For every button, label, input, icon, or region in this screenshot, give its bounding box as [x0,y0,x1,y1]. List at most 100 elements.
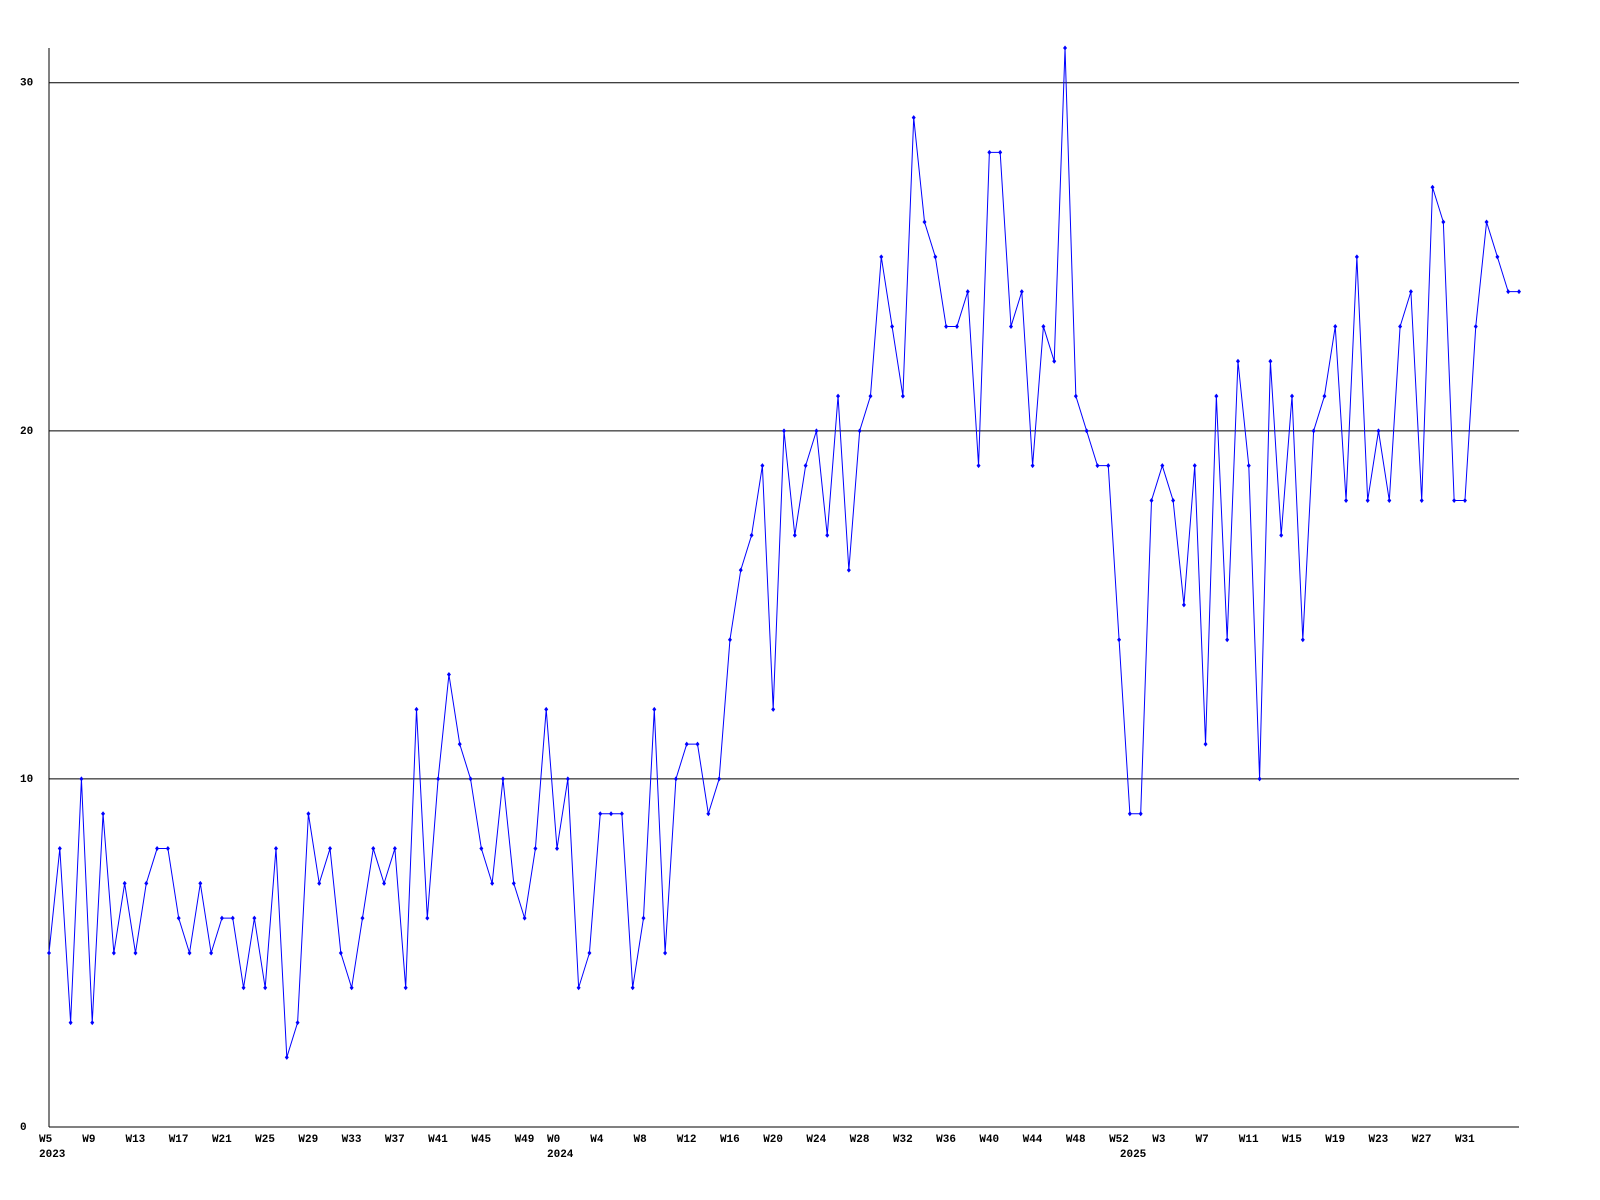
x-tick-label: W25 [255,1134,275,1146]
data-point [446,672,451,678]
data-point [954,323,959,329]
data-point [219,915,224,921]
data-point [846,567,851,573]
data-point [176,915,181,921]
data-point [1160,463,1165,469]
data-point [273,846,278,852]
data-point [284,1054,289,1060]
data-point [360,915,365,921]
x-tick-label: W29 [298,1134,318,1146]
data-point [47,950,51,956]
data-point [771,706,776,712]
data-point [479,846,484,852]
x-tick-label: W15 [1282,1134,1302,1146]
data-point [511,880,516,886]
x-tick-label: W7 [1196,1134,1209,1146]
data-point [555,846,560,852]
data-point [717,776,722,782]
data-point [1344,497,1349,503]
x-tick-label: W28 [850,1134,870,1146]
data-point [1225,637,1230,643]
data-point [338,950,343,956]
x-tick-label: W44 [1023,1134,1043,1146]
y-tick-label: 30 [20,78,33,90]
data-point [803,463,808,469]
x-tick-label: W17 [169,1134,189,1146]
data-point [500,776,505,782]
data-point [1279,532,1284,538]
data-point [1430,184,1435,190]
year-label: 2025 [1120,1149,1147,1161]
data-point [1441,219,1446,225]
data-point [738,567,743,573]
x-tick-label: W49 [515,1134,535,1146]
data-point [1300,637,1305,643]
data-point [673,776,678,782]
data-point [782,428,786,434]
data-point [198,880,203,886]
data-point [1095,463,1100,469]
data-point [727,637,732,643]
data-point [1214,393,1219,399]
x-tick-label: W20 [763,1134,783,1146]
data-point [155,846,160,852]
data-point [1073,393,1078,399]
data-point [944,323,949,329]
data-point [436,776,441,782]
x-tick-label: W52 [1109,1134,1129,1146]
data-point [1019,289,1024,295]
data-point [1419,497,1424,503]
x-tick-label: W33 [342,1134,362,1146]
data-point [263,985,268,991]
x-tick-label: W45 [471,1134,491,1146]
data-point [922,219,927,225]
y-tick-label: 0 [20,1122,27,1134]
data-point [1084,428,1089,434]
x-tick-label: W4 [590,1134,604,1146]
x-tick-label: W11 [1239,1134,1259,1146]
x-tick-label: W31 [1455,1134,1475,1146]
data-point [90,1020,95,1026]
data-point [544,706,549,712]
data-point [1149,497,1154,503]
x-tick-label: W21 [212,1134,232,1146]
data-point [1106,463,1111,469]
data-point [1181,602,1186,608]
x-tick-label: W5 [39,1134,53,1146]
data-point [749,532,754,538]
data-point [1030,463,1035,469]
data-point [1235,358,1240,364]
data-point [1063,45,1068,51]
x-tick-label: W32 [893,1134,913,1146]
x-tick-label: W37 [385,1134,405,1146]
data-point [111,950,116,956]
x-tick-label: W41 [428,1134,448,1146]
x-tick-label: W40 [979,1134,999,1146]
data-point [1387,497,1392,503]
data-point [295,1020,300,1026]
data-point [1354,254,1359,260]
year-label: 2023 [39,1149,66,1161]
x-tick-label: W19 [1325,1134,1345,1146]
data-point [1127,811,1132,817]
data-point [587,950,592,956]
x-tick-label: W9 [82,1134,95,1146]
data-point [209,950,214,956]
data-point [1376,428,1381,434]
data-point [641,915,646,921]
data-point [328,846,333,852]
data-point [490,880,495,886]
data-point [101,811,106,817]
data-point [1495,254,1500,260]
data-point [1506,289,1511,295]
data-point [911,115,916,121]
data-point [133,950,138,956]
data-point [879,254,884,260]
x-tick-label: W8 [633,1134,647,1146]
data-point [252,915,257,921]
data-point [241,985,246,991]
data-point [403,985,408,991]
data-point [1290,393,1295,399]
data-point [1268,358,1273,364]
data-point [1452,497,1457,503]
